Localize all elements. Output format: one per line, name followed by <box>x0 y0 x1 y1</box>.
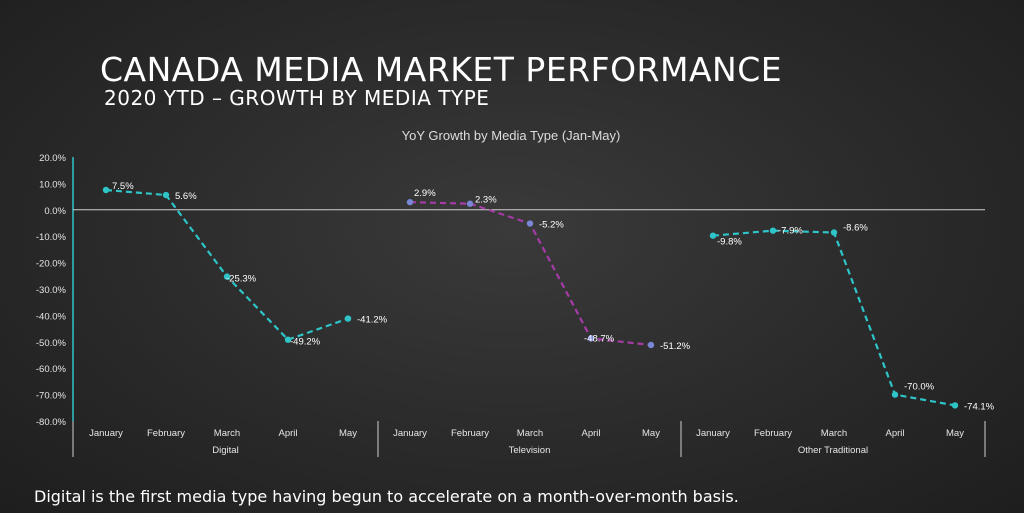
data-point <box>891 391 899 398</box>
data-point <box>709 232 717 239</box>
data-label: -9.8% <box>717 237 742 248</box>
data-point <box>162 191 170 199</box>
y-tick-label: -10.0% <box>36 232 67 243</box>
group-label: Digital <box>212 445 238 456</box>
data-label: 2.3% <box>475 195 497 206</box>
x-tick-label: April <box>885 428 904 439</box>
x-tick-label: February <box>451 428 489 439</box>
x-tick-label: January <box>89 428 123 439</box>
x-tick-label: May <box>339 428 357 439</box>
page-subtitle: 2020 YTD – GROWTH BY MEDIA TYPE <box>104 86 490 110</box>
data-point <box>951 402 959 409</box>
x-tick-label: February <box>147 428 185 439</box>
data-point <box>102 186 110 194</box>
data-label: 5.6% <box>175 191 197 202</box>
data-label: -8.6% <box>843 223 868 234</box>
data-label: 2.9% <box>414 188 436 199</box>
data-point <box>406 198 414 206</box>
x-tick-label: April <box>278 428 297 439</box>
data-point <box>587 335 595 342</box>
data-label: -48.7% <box>584 333 615 344</box>
y-tick-label: -40.0% <box>36 311 67 322</box>
x-tick-label: February <box>754 428 792 439</box>
group-label: Television <box>509 445 551 456</box>
page-title: CANADA MEDIA MARKET PERFORMANCE <box>100 50 783 89</box>
series-line-digital <box>105 188 349 341</box>
data-point <box>223 273 231 280</box>
y-tick-label: -50.0% <box>36 338 67 349</box>
y-tick-label: -80.0% <box>36 417 67 428</box>
data-point <box>830 229 838 236</box>
data-label: -25.3% <box>226 274 257 285</box>
data-label: -49.2% <box>290 337 321 348</box>
x-tick-label: April <box>581 428 600 439</box>
y-tick-label: 0.0% <box>44 206 66 217</box>
data-point <box>284 336 292 343</box>
footnote: Digital is the first media type having b… <box>34 487 739 506</box>
chart-title: YoY Growth by Media Type (Jan-May) <box>402 128 621 143</box>
data-label: -74.1% <box>964 401 995 412</box>
data-label: 7.5% <box>112 181 134 192</box>
y-tick-label: -30.0% <box>36 285 67 296</box>
x-tick-label: March <box>517 428 543 439</box>
x-tick-label: May <box>946 428 964 439</box>
x-tick-label: January <box>393 428 427 439</box>
data-label: -5.2% <box>539 220 564 231</box>
y-tick-label: 10.0% <box>39 179 66 190</box>
x-tick-label: May <box>642 428 660 439</box>
series-line-other-traditional <box>712 229 956 407</box>
y-tick-label: -20.0% <box>36 259 67 270</box>
data-label: -70.0% <box>904 382 935 393</box>
x-tick-label: March <box>214 428 240 439</box>
data-point <box>466 200 474 207</box>
data-point <box>526 220 534 227</box>
data-label: -7.9% <box>778 226 803 237</box>
y-tick-label: 20.0% <box>39 153 66 164</box>
x-tick-label: January <box>696 428 730 439</box>
group-label: Other Traditional <box>798 445 868 456</box>
data-label: -41.2% <box>357 315 388 326</box>
data-label: -51.2% <box>660 341 691 352</box>
data-point <box>647 341 655 349</box>
x-tick-label: March <box>821 428 847 439</box>
data-point <box>769 227 777 234</box>
y-tick-label: -70.0% <box>36 391 67 402</box>
data-point <box>344 315 352 322</box>
y-tick-label: -60.0% <box>36 364 67 375</box>
